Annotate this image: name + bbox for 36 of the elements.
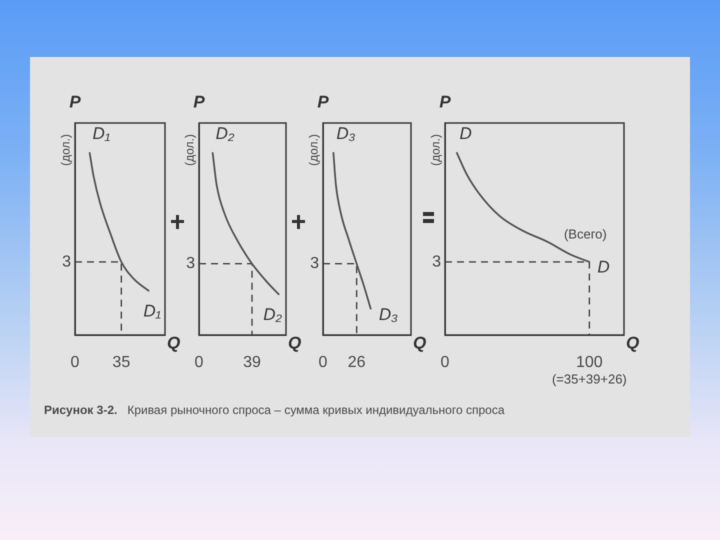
series-label: D₃: [378, 305, 398, 324]
text: D: [460, 124, 472, 144]
series-label: D₂: [216, 124, 235, 144]
x-tick-label: 0: [194, 354, 204, 372]
text: D₂: [263, 305, 282, 324]
series-label: D: [597, 258, 610, 277]
x-tick-label: 39: [243, 354, 262, 372]
x-tick-label: 0: [70, 354, 80, 372]
text: 3: [310, 255, 320, 272]
text: D₁: [143, 301, 161, 320]
series-label: D₁: [92, 124, 110, 144]
text: Кривая рыночного спроса – сумма кривых индивидуального спроса: [127, 403, 504, 417]
text: 3: [186, 255, 196, 272]
text: 3: [62, 253, 72, 270]
x-tick-label: 0: [318, 354, 328, 372]
y-axis-title: P: [317, 92, 330, 112]
x-tick-label: 100: [576, 354, 603, 372]
text: (дол.): [428, 134, 442, 166]
text: (=35+39+26): [552, 372, 627, 387]
text: (дол.): [58, 134, 72, 166]
x-tick-label: 35: [112, 354, 130, 372]
x-axis-title: Q: [626, 334, 640, 353]
y-axis-title: P: [193, 92, 206, 112]
text: D₃: [336, 124, 356, 144]
x-tick-label: 0: [440, 354, 450, 372]
annotation: (Всего): [564, 226, 607, 242]
x-axis-title: Q: [413, 334, 426, 353]
x-axis-title: Q: [167, 334, 180, 353]
y-axis-title: P: [69, 92, 82, 112]
x-axis-title: Q: [288, 334, 302, 353]
x-tick-label: 26: [348, 354, 366, 372]
text: Рисунок 3-2.: [44, 403, 118, 417]
y-axis-title: P: [439, 92, 452, 112]
text: (дол.): [182, 134, 196, 166]
text: (дол.): [306, 134, 320, 166]
text: 3: [432, 253, 442, 270]
